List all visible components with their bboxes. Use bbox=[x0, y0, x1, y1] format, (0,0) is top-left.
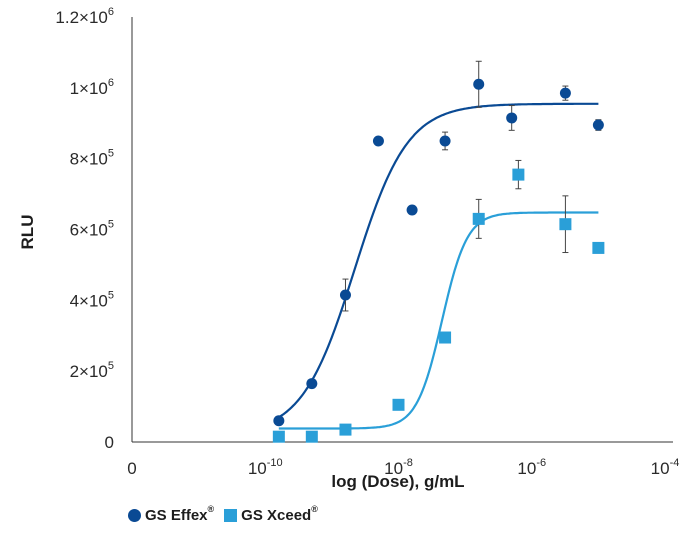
y-tick-label: 2×105 bbox=[70, 360, 114, 381]
data-point-gs-xceed bbox=[272, 430, 285, 443]
axes bbox=[131, 17, 673, 443]
legend-label-gs-xceed: GS Xceed® bbox=[241, 504, 318, 524]
data-point-gs-xceed bbox=[592, 241, 605, 254]
data-point-gs-effex bbox=[439, 135, 451, 147]
y-tick-labels: 0 2×105 4×105 6×105 8×105 1×106 1.2×106 bbox=[55, 6, 114, 452]
x-tick-labels: 0 10-10 10-8 10-6 10-4 bbox=[127, 457, 679, 478]
data-point-gs-effex bbox=[592, 119, 604, 131]
legend-circle-marker bbox=[128, 508, 141, 522]
data-point-gs-effex bbox=[306, 378, 318, 390]
x-tick-label: 10-10 bbox=[248, 457, 283, 478]
data-point-gs-effex bbox=[506, 112, 518, 124]
x-axis-title: log (Dose), g/mL bbox=[331, 472, 464, 491]
legend-item-gs-xceed: GS Xceed® bbox=[224, 504, 318, 524]
data-point-gs-xceed bbox=[339, 423, 352, 436]
y-tick-label: 8×105 bbox=[70, 148, 114, 169]
y-tick-label: 0 bbox=[105, 433, 114, 452]
fit-curve-series-1 bbox=[278, 211, 599, 430]
data-point-gs-effex bbox=[559, 87, 571, 99]
data-point-gs-effex bbox=[406, 204, 418, 216]
data-point-gs-xceed bbox=[472, 212, 485, 225]
y-axis-title: RLU bbox=[18, 215, 37, 250]
data-point-gs-xceed bbox=[305, 430, 318, 443]
legend: GS Effex® GS Xceed® bbox=[128, 504, 318, 524]
fit-curve-series-0 bbox=[278, 102, 599, 419]
data-point-gs-xceed bbox=[392, 398, 405, 411]
legend-label-gs-effex: GS Effex® bbox=[145, 504, 215, 524]
data-point-gs-xceed bbox=[439, 331, 452, 344]
data-point-gs-effex bbox=[273, 415, 285, 427]
y-tick-label: 6×105 bbox=[70, 219, 114, 240]
legend-square-marker bbox=[224, 508, 238, 522]
data-point-gs-effex bbox=[473, 78, 485, 90]
x-tick-label: 10-4 bbox=[651, 457, 680, 478]
data-points bbox=[272, 78, 605, 443]
data-point-gs-xceed bbox=[559, 218, 572, 231]
x-tick-label: 10-8 bbox=[384, 457, 413, 478]
data-point-gs-effex bbox=[372, 135, 384, 147]
data-point-gs-xceed bbox=[512, 168, 525, 181]
error-bars bbox=[342, 60, 602, 312]
data-point-gs-effex bbox=[339, 289, 351, 301]
legend-item-gs-effex: GS Effex® bbox=[128, 504, 215, 524]
fit-curves bbox=[278, 102, 599, 430]
y-tick-label: 1×106 bbox=[70, 77, 114, 98]
y-tick-label: 1.2×106 bbox=[55, 6, 114, 27]
x-tick-label: 0 bbox=[127, 459, 136, 478]
y-tick-label: 4×105 bbox=[70, 289, 114, 310]
x-tick-label: 10-6 bbox=[517, 457, 546, 478]
dose-response-chart: 0 10-10 10-8 10-6 10-4 0 2×105 4×105 6×105 8×105… bbox=[18, 6, 679, 491]
